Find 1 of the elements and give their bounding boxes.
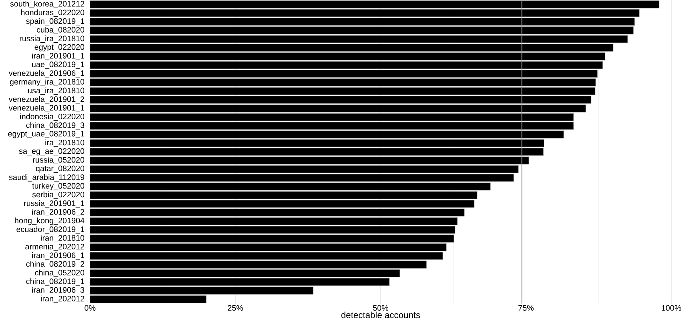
x-axis-title: detectable accounts — [342, 312, 420, 319]
